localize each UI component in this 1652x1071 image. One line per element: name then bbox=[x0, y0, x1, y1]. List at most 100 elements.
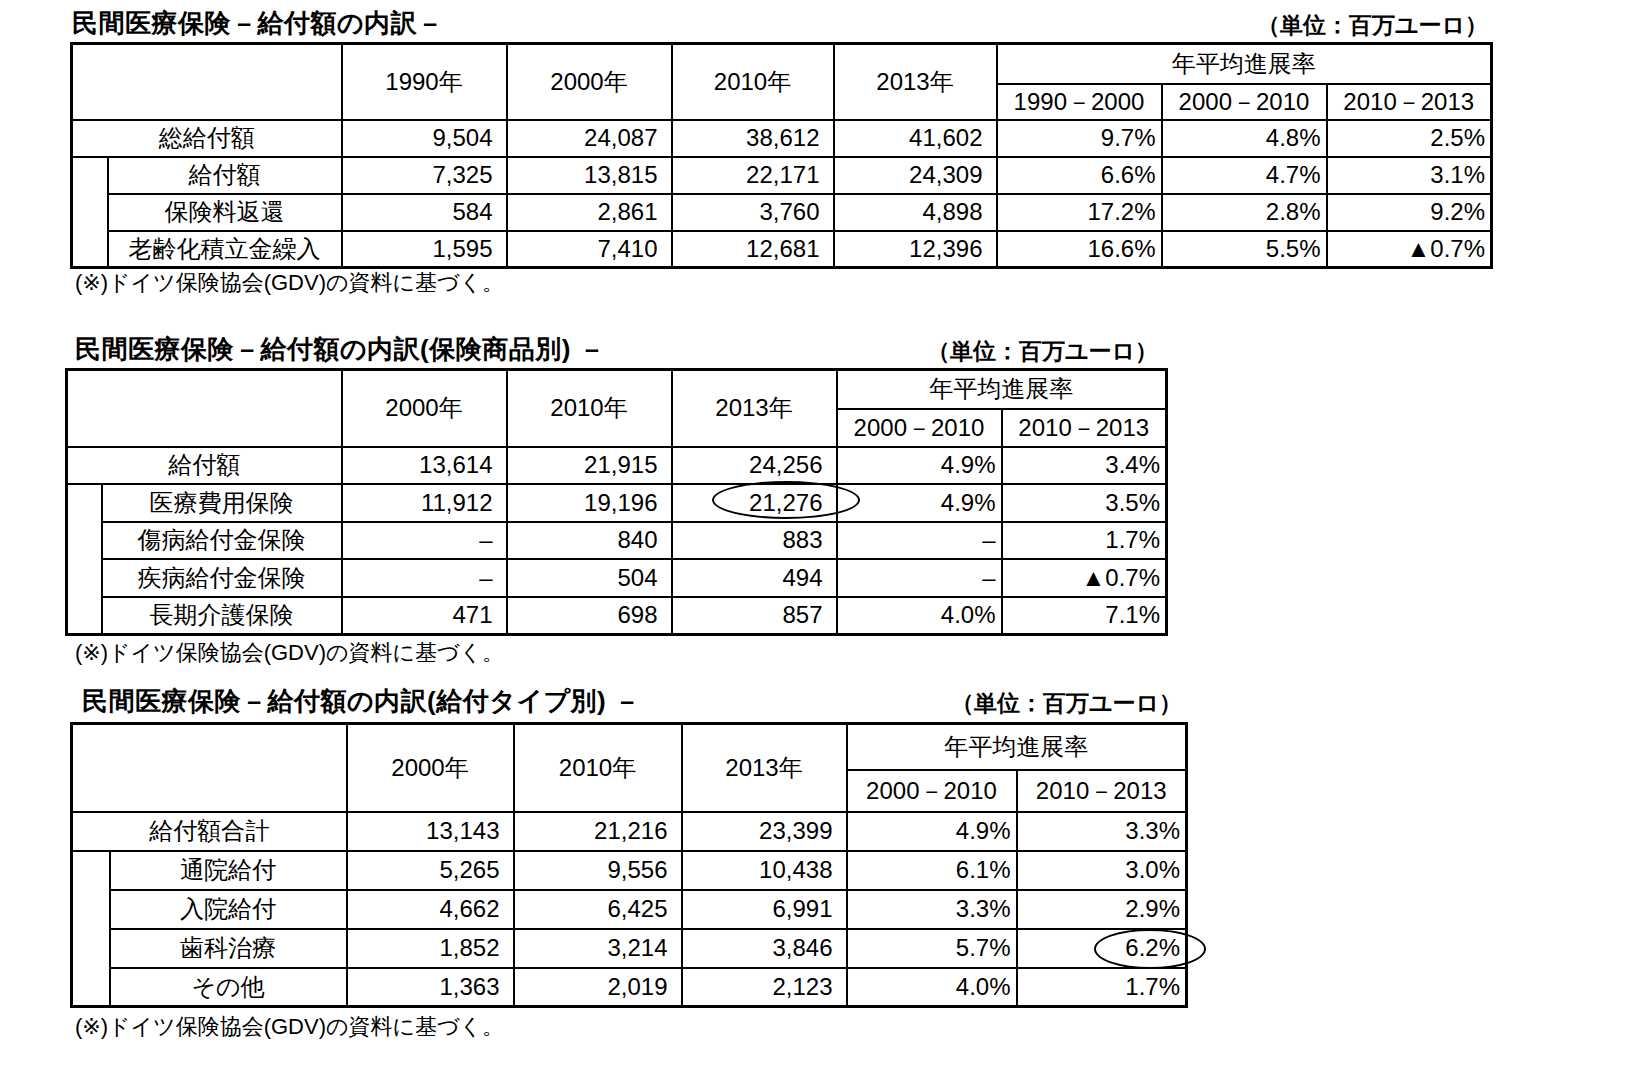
value-cell: 11,912 bbox=[342, 484, 507, 522]
value-cell: 1,595 bbox=[342, 231, 507, 268]
value-cell: 857 bbox=[672, 597, 837, 635]
year-column-header: 2013年 bbox=[682, 724, 847, 812]
year-column-header: 2010年 bbox=[507, 370, 672, 447]
rate-range-header: 2000－2010 bbox=[1162, 84, 1327, 120]
value-cell: 504 bbox=[507, 559, 672, 597]
value-cell: 21,276 bbox=[672, 484, 837, 522]
value-cell: 5,265 bbox=[347, 851, 514, 890]
rate-cell: 3.4% bbox=[1002, 447, 1167, 485]
rate-cell: 7.1% bbox=[1002, 597, 1167, 635]
rate-cell: 16.6% bbox=[997, 231, 1162, 268]
row-label: 歯科治療 bbox=[110, 929, 347, 968]
value-cell: – bbox=[342, 522, 507, 560]
value-cell: 24,087 bbox=[507, 120, 672, 157]
rate-cell: 6.2% bbox=[1017, 929, 1187, 968]
year-column-header: 2000年 bbox=[507, 44, 672, 120]
value-cell: 6,425 bbox=[514, 890, 682, 929]
row-label: 通院給付 bbox=[110, 851, 347, 890]
row-label: 老齢化積立金繰入 bbox=[108, 231, 342, 268]
table-title-2: 民間医療保険－給付額の内訳(保険商品別) － bbox=[75, 332, 605, 367]
rate-cell: 2.9% bbox=[1017, 890, 1187, 929]
rate-cell: 5.5% bbox=[1162, 231, 1327, 268]
rate-cell: 4.7% bbox=[1162, 157, 1327, 194]
footnote-1: (※)ドイツ保険協会(GDV)の資料に基づく。 bbox=[75, 268, 504, 298]
rate-cell: 4.8% bbox=[1162, 120, 1327, 157]
table-title-1: 民間医療保険－給付額の内訳－ bbox=[72, 6, 444, 41]
row-label: 入院給付 bbox=[110, 890, 347, 929]
value-cell: 22,171 bbox=[672, 157, 834, 194]
caption-row-2: 民間医療保険－給付額の内訳(保険商品別) － （単位：百万ユーロ） bbox=[75, 332, 1158, 367]
rate-cell: 4.9% bbox=[837, 447, 1002, 485]
value-cell: 7,410 bbox=[507, 231, 672, 268]
benefits-by-product-table: 2000年2010年2013年年平均進展率2000－20102010－2013 給… bbox=[65, 368, 1168, 636]
rate-group-header: 年平均進展率 bbox=[837, 370, 1167, 409]
rate-cell: 9.7% bbox=[997, 120, 1162, 157]
rate-cell: ▲0.7% bbox=[1327, 231, 1492, 268]
rate-cell: 4.0% bbox=[837, 597, 1002, 635]
value-cell: 9,556 bbox=[514, 851, 682, 890]
value-cell: 12,396 bbox=[834, 231, 997, 268]
value-cell: 2,861 bbox=[507, 194, 672, 231]
rate-cell: 1.7% bbox=[1002, 522, 1167, 560]
value-cell: 2,123 bbox=[682, 968, 847, 1007]
row-label: 疾病給付金保険 bbox=[102, 559, 342, 597]
indent-strip bbox=[72, 157, 108, 268]
row-label: 給付額 bbox=[108, 157, 342, 194]
caption-row-3: 民間医療保険－給付額の内訳(給付タイプ別) － （単位：百万ユーロ） bbox=[82, 684, 1182, 719]
value-cell: 21,216 bbox=[514, 812, 682, 851]
rate-range-header: 2010－2013 bbox=[1017, 770, 1187, 812]
year-column-header: 2000年 bbox=[347, 724, 514, 812]
row-label: 総給付額 bbox=[72, 120, 342, 157]
value-cell: 2,019 bbox=[514, 968, 682, 1007]
value-cell: 840 bbox=[507, 522, 672, 560]
rate-range-header: 2010－2013 bbox=[1002, 409, 1167, 447]
value-cell: 883 bbox=[672, 522, 837, 560]
rate-cell: 2.5% bbox=[1327, 120, 1492, 157]
rate-cell: 3.5% bbox=[1002, 484, 1167, 522]
value-cell: 471 bbox=[342, 597, 507, 635]
indent-strip bbox=[72, 851, 110, 1007]
rate-cell: 1.7% bbox=[1017, 968, 1187, 1007]
row-label: 傷病給付金保険 bbox=[102, 522, 342, 560]
year-column-header: 2013年 bbox=[672, 370, 837, 447]
year-column-header: 2010年 bbox=[672, 44, 834, 120]
value-cell: 41,602 bbox=[834, 120, 997, 157]
year-column-header: 1990年 bbox=[342, 44, 507, 120]
year-column-header: 2010年 bbox=[514, 724, 682, 812]
row-label: 給付額 bbox=[67, 447, 342, 485]
rate-range-header: 2010－2013 bbox=[1327, 84, 1492, 120]
rate-cell: – bbox=[837, 559, 1002, 597]
rate-range-header: 1990－2000 bbox=[997, 84, 1162, 120]
value-cell: 24,309 bbox=[834, 157, 997, 194]
value-cell: 13,815 bbox=[507, 157, 672, 194]
value-cell: 4,898 bbox=[834, 194, 997, 231]
row-label: 長期介護保険 bbox=[102, 597, 342, 635]
rate-range-header: 2000－2010 bbox=[837, 409, 1002, 447]
value-cell: 10,438 bbox=[682, 851, 847, 890]
value-cell: 4,662 bbox=[347, 890, 514, 929]
row-label: その他 bbox=[110, 968, 347, 1007]
caption-row-1: 民間医療保険－給付額の内訳－ （単位：百万ユーロ） bbox=[72, 6, 1488, 41]
rate-cell: 3.1% bbox=[1327, 157, 1492, 194]
value-cell: 12,681 bbox=[672, 231, 834, 268]
rate-cell: 4.9% bbox=[847, 812, 1017, 851]
value-cell: 7,325 bbox=[342, 157, 507, 194]
row-label: 保険料返還 bbox=[108, 194, 342, 231]
rate-cell: 17.2% bbox=[997, 194, 1162, 231]
value-cell: 698 bbox=[507, 597, 672, 635]
corner-cell bbox=[67, 370, 342, 447]
footnote-3: (※)ドイツ保険協会(GDV)の資料に基づく。 bbox=[75, 1012, 504, 1042]
value-cell: – bbox=[342, 559, 507, 597]
rate-cell: 3.3% bbox=[1017, 812, 1187, 851]
unit-label-3: （単位：百万ユーロ） bbox=[951, 688, 1182, 719]
indent-strip bbox=[67, 484, 102, 634]
row-label: 給付額合計 bbox=[72, 812, 347, 851]
value-cell: 9,504 bbox=[342, 120, 507, 157]
row-label: 医療費用保険 bbox=[102, 484, 342, 522]
rate-cell: 6.6% bbox=[997, 157, 1162, 194]
rate-cell: 9.2% bbox=[1327, 194, 1492, 231]
year-column-header: 2000年 bbox=[342, 370, 507, 447]
unit-label-2: （単位：百万ユーロ） bbox=[927, 336, 1158, 367]
value-cell: 13,143 bbox=[347, 812, 514, 851]
rate-group-header: 年平均進展率 bbox=[847, 724, 1187, 770]
